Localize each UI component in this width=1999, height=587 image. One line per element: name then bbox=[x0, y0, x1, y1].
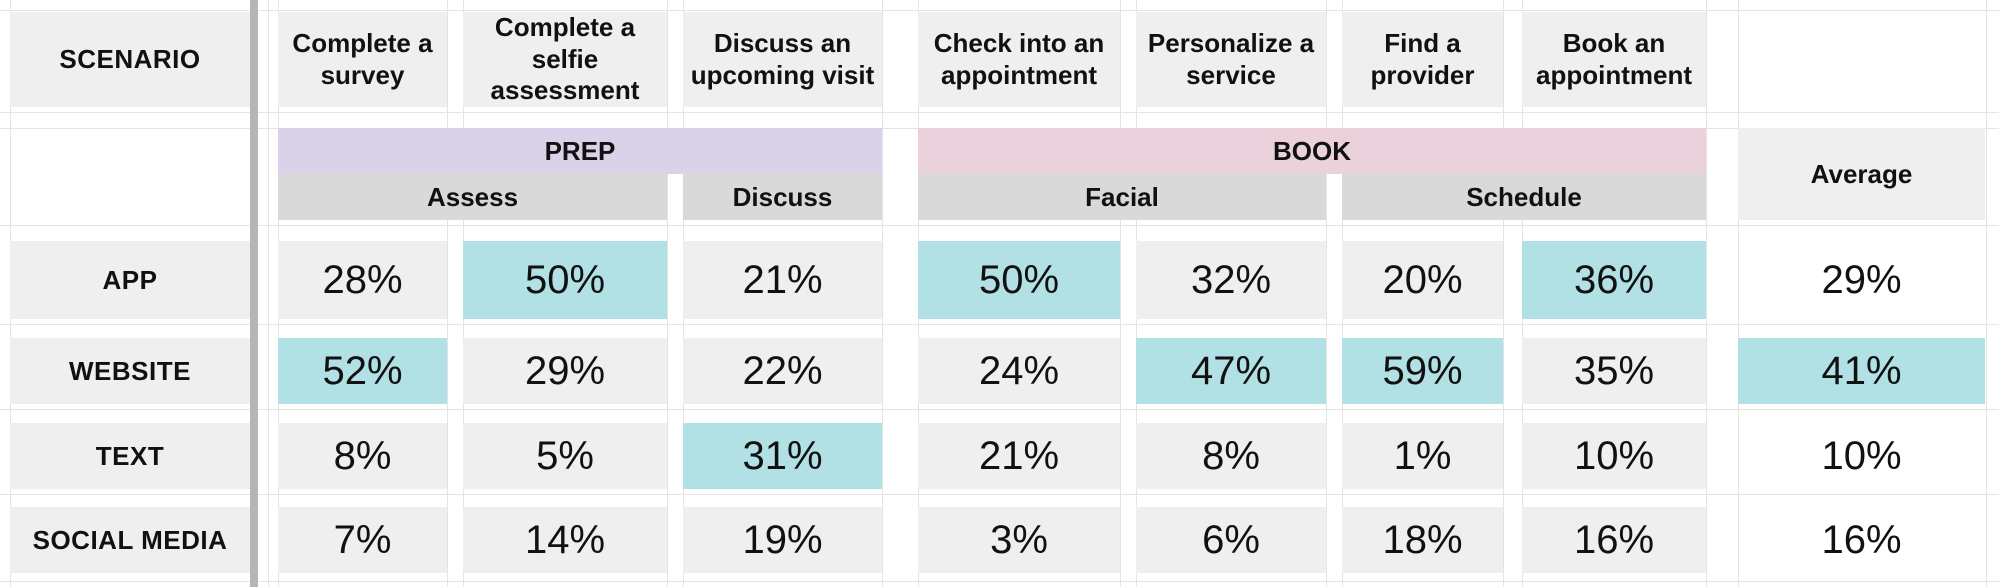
gridline-v bbox=[1706, 0, 1707, 587]
data-cell[interactable]: 8% bbox=[278, 423, 447, 489]
data-cell[interactable]: 14% bbox=[463, 507, 667, 573]
group-banner-prep[interactable]: PREP bbox=[278, 128, 882, 174]
subgroup-banner-discuss[interactable]: Discuss bbox=[683, 174, 882, 220]
data-cell[interactable]: 16% bbox=[1522, 507, 1706, 573]
data-cell[interactable]: 50% bbox=[463, 241, 667, 319]
gridline-h bbox=[0, 324, 1999, 325]
gridline-h bbox=[0, 409, 1999, 410]
data-cell[interactable]: 5% bbox=[463, 423, 667, 489]
col-header-complete-selfie-assessment[interactable]: Complete a selfie assessment bbox=[463, 12, 667, 107]
data-cell[interactable]: 50% bbox=[918, 241, 1120, 319]
data-cell[interactable]: 18% bbox=[1342, 507, 1503, 573]
subgroup-banner-assess[interactable]: Assess bbox=[278, 174, 667, 220]
data-cell[interactable]: 32% bbox=[1136, 241, 1326, 319]
col-header-discuss-upcoming-visit[interactable]: Discuss an upcoming visit bbox=[683, 12, 882, 107]
gridline-v bbox=[882, 0, 883, 587]
average-cell[interactable]: 41% bbox=[1738, 338, 1985, 404]
row-label-social-media[interactable]: SOCIAL MEDIA bbox=[10, 507, 250, 573]
data-cell[interactable]: 1% bbox=[1342, 423, 1503, 489]
data-cell[interactable]: 31% bbox=[683, 423, 882, 489]
gridline-v bbox=[667, 0, 668, 587]
row-label-text[interactable]: TEXT bbox=[10, 423, 250, 489]
average-cell[interactable]: 10% bbox=[1821, 433, 1902, 478]
scenario-header-cell[interactable]: SCENARIO bbox=[10, 12, 250, 107]
data-cell[interactable]: 21% bbox=[918, 423, 1120, 489]
frozen-pane-divider[interactable] bbox=[250, 0, 258, 587]
data-cell[interactable]: 24% bbox=[918, 338, 1120, 404]
data-cell[interactable]: 22% bbox=[683, 338, 882, 404]
data-cell[interactable]: 35% bbox=[1522, 338, 1706, 404]
group-banner-book[interactable]: BOOK bbox=[918, 128, 1706, 174]
col-header-book-an-appointment[interactable]: Book an appointment bbox=[1522, 12, 1706, 107]
data-cell[interactable]: 3% bbox=[918, 507, 1120, 573]
average-cell[interactable]: 16% bbox=[1821, 517, 1902, 562]
data-cell[interactable]: 10% bbox=[1522, 423, 1706, 489]
gridline-v bbox=[447, 0, 448, 587]
data-cell[interactable]: 28% bbox=[278, 241, 447, 319]
data-cell[interactable]: 52% bbox=[278, 338, 447, 404]
gridline-v bbox=[1738, 0, 1739, 587]
col-header-personalize-a-service[interactable]: Personalize a service bbox=[1136, 12, 1326, 107]
gridline-v bbox=[1503, 0, 1504, 587]
row-label-app[interactable]: APP bbox=[10, 241, 250, 319]
gridline-v bbox=[1120, 0, 1121, 587]
subgroup-banner-schedule[interactable]: Schedule bbox=[1342, 174, 1706, 220]
gridline-h bbox=[0, 112, 1999, 113]
subgroup-banner-facial[interactable]: Facial bbox=[918, 174, 1326, 220]
data-cell[interactable]: 21% bbox=[683, 241, 882, 319]
gridline-h bbox=[0, 581, 1999, 582]
gridline-h bbox=[0, 10, 1999, 11]
data-cell[interactable]: 19% bbox=[683, 507, 882, 573]
average-cell[interactable]: 29% bbox=[1821, 257, 1902, 302]
gridline-v bbox=[1326, 0, 1327, 587]
gridline-v bbox=[1986, 0, 1987, 587]
data-cell[interactable]: 8% bbox=[1136, 423, 1326, 489]
data-cell[interactable]: 20% bbox=[1342, 241, 1503, 319]
average-header-cell[interactable]: Average bbox=[1738, 128, 1985, 220]
gridline-h bbox=[0, 225, 1999, 226]
col-header-find-a-provider[interactable]: Find a provider bbox=[1342, 12, 1503, 107]
data-cell[interactable]: 7% bbox=[278, 507, 447, 573]
row-label-website[interactable]: WEBSITE bbox=[10, 338, 250, 404]
data-cell[interactable]: 29% bbox=[463, 338, 667, 404]
gridline-v bbox=[268, 0, 269, 587]
data-cell[interactable]: 36% bbox=[1522, 241, 1706, 319]
col-header-complete-a-survey[interactable]: Complete a survey bbox=[278, 12, 447, 107]
data-cell[interactable]: 59% bbox=[1342, 338, 1503, 404]
data-cell[interactable]: 6% bbox=[1136, 507, 1326, 573]
gridline-h bbox=[0, 494, 1999, 495]
col-header-check-into-appointment[interactable]: Check into an appointment bbox=[918, 12, 1120, 107]
data-cell[interactable]: 47% bbox=[1136, 338, 1326, 404]
